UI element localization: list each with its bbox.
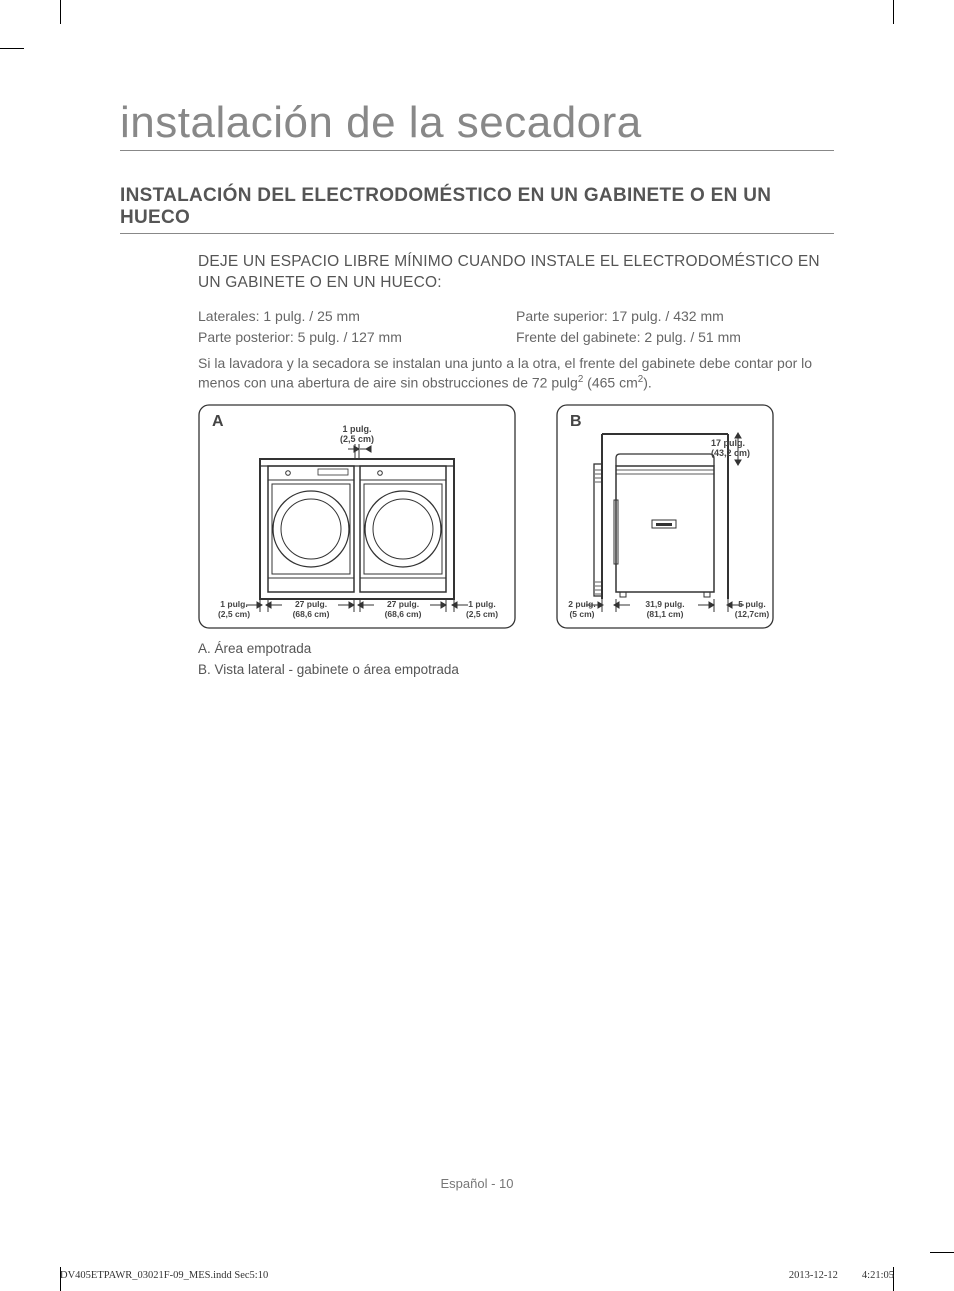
- diagram-a: A: [198, 404, 516, 629]
- clearance-top: Parte superior: 17 pulg. / 432 mm: [516, 306, 834, 327]
- meta-time: 4:21:05: [862, 1270, 894, 1281]
- svg-text:1 pulg.: 1 pulg.: [468, 599, 495, 609]
- content-block: DEJE UN ESPACIO LIBRE MÍNIMO CUANDO INST…: [120, 252, 834, 680]
- svg-text:(68,6 cm): (68,6 cm): [293, 609, 330, 619]
- svg-text:31,9 pulg.: 31,9 pulg.: [645, 599, 684, 609]
- diagram-a-label: A: [212, 413, 224, 430]
- page-number: Español - 10: [60, 1176, 894, 1191]
- section-heading: INSTALACIÓN DEL ELECTRODOMÉSTICO EN UN G…: [120, 185, 834, 234]
- svg-text:(2,5 cm): (2,5 cm): [340, 434, 374, 444]
- clearances-table: Laterales: 1 pulg. / 25 mm Parte posteri…: [198, 306, 834, 348]
- svg-text:(68,6 cm): (68,6 cm): [385, 609, 422, 619]
- diagram-b-label: B: [570, 413, 582, 430]
- svg-text:17 pulg.: 17 pulg.: [711, 438, 745, 448]
- svg-text:(43,2 cm): (43,2 cm): [711, 448, 750, 458]
- legend-b: B. Vista lateral - gabinete o área empot…: [198, 660, 834, 680]
- diagram-b: B: [556, 404, 774, 629]
- clearance-sides: Laterales: 1 pulg. / 25 mm: [198, 306, 516, 327]
- page-title: instalación de la secadora: [120, 98, 834, 151]
- svg-text:5 pulg.: 5 pulg.: [738, 599, 765, 609]
- diagrams-row: A: [198, 404, 834, 629]
- meta-file: DV405ETPAWR_03021F-09_MES.indd Sec5:10: [60, 1270, 268, 1281]
- legend-a: A. Área empotrada: [198, 639, 834, 659]
- print-metadata: DV405ETPAWR_03021F-09_MES.indd Sec5:10 2…: [60, 1270, 894, 1281]
- clearance-rear: Parte posterior: 5 pulg. / 127 mm: [198, 327, 516, 348]
- svg-text:27 pulg.: 27 pulg.: [295, 599, 327, 609]
- clearance-front: Frente del gabinete: 2 pulg. / 51 mm: [516, 327, 834, 348]
- svg-text:(81,1 cm): (81,1 cm): [647, 609, 684, 619]
- page-content: instalación de la secadora INSTALACIÓN D…: [60, 48, 894, 1253]
- svg-text:1 pulg.: 1 pulg.: [343, 424, 372, 434]
- crop-mark: [60, 0, 61, 24]
- crop-mark: [0, 48, 24, 49]
- svg-text:(5 cm): (5 cm): [569, 609, 594, 619]
- meta-date: 2013-12-12: [789, 1270, 838, 1281]
- sub-heading: DEJE UN ESPACIO LIBRE MÍNIMO CUANDO INST…: [198, 252, 834, 294]
- svg-text:(2,5 cm): (2,5 cm): [218, 609, 250, 619]
- air-opening-note: Si la lavadora y la secadora se instalan…: [198, 354, 834, 392]
- svg-text:2 pulg.: 2 pulg.: [568, 599, 595, 609]
- svg-text:27 pulg.: 27 pulg.: [387, 599, 419, 609]
- svg-text:1 pulg.: 1 pulg.: [220, 599, 247, 609]
- diagram-legend: A. Área empotrada B. Vista lateral - gab…: [198, 639, 834, 680]
- crop-mark: [930, 1252, 954, 1253]
- svg-text:(2,5 cm): (2,5 cm): [466, 609, 498, 619]
- crop-mark: [893, 0, 894, 24]
- svg-text:(12,7cm): (12,7cm): [735, 609, 770, 619]
